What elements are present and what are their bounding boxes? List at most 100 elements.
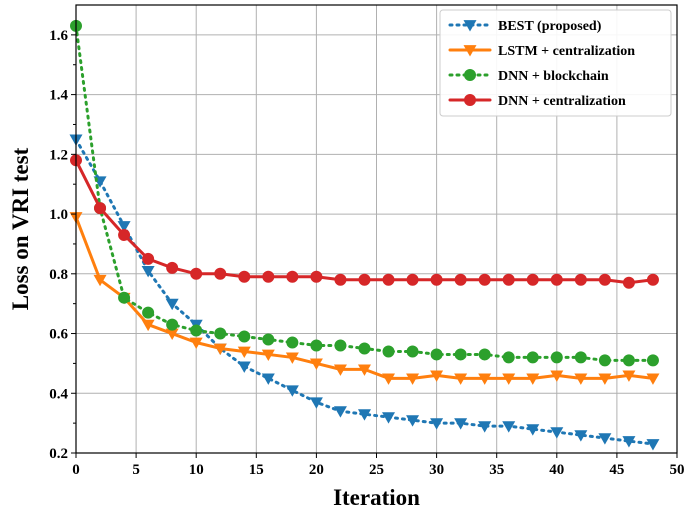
- data-point: [598, 273, 611, 286]
- data-point: [310, 339, 323, 352]
- series-line: [74, 137, 655, 446]
- data-point: [646, 373, 660, 385]
- data-point: [286, 270, 299, 283]
- x-axis-label: Iteration: [333, 485, 420, 510]
- data-point: [189, 337, 203, 349]
- data-point: [117, 221, 131, 233]
- series-line: [74, 158, 655, 285]
- data-point: [94, 202, 107, 215]
- axes: 0 5 10 15 20 25 30 35 40 45 50 0.2 0.4 0.6 0.8 1.0 1.2 1.…: [49, 28, 684, 478]
- data-point: [309, 358, 323, 370]
- data-point: [454, 373, 468, 385]
- data-point: [190, 267, 203, 280]
- x-tick-label: 35: [489, 462, 504, 478]
- data-point: [238, 330, 251, 343]
- data-point: [526, 351, 539, 364]
- data-point: [142, 252, 155, 265]
- data-point: [550, 370, 564, 382]
- data-point: [357, 364, 371, 376]
- data-point: [526, 373, 540, 385]
- data-point: [262, 333, 275, 346]
- series-layer: [69, 19, 660, 451]
- data-point: [166, 261, 179, 274]
- x-tick-label: 25: [369, 462, 384, 478]
- data-point: [333, 364, 347, 376]
- data-point: [285, 352, 299, 364]
- y-tick-label: 1.0: [49, 207, 68, 223]
- data-point: [646, 273, 659, 286]
- data-point: [382, 373, 396, 385]
- data-point: [478, 273, 491, 286]
- series-0: [69, 134, 660, 451]
- data-point: [118, 228, 131, 241]
- data-point: [166, 318, 179, 331]
- data-point: [142, 306, 155, 319]
- data-point: [430, 370, 444, 382]
- data-point: [478, 348, 491, 361]
- data-point: [646, 354, 659, 367]
- data-point: [502, 373, 516, 385]
- data-point: [478, 421, 492, 433]
- y-tick-label: 1.2: [49, 147, 68, 163]
- y-axis-label: Loss on VRI test: [8, 147, 33, 310]
- y-tick-label: 1.4: [49, 88, 68, 104]
- data-point: [261, 373, 275, 385]
- data-point: [358, 273, 371, 286]
- data-point: [646, 439, 660, 451]
- data-point: [502, 421, 516, 433]
- data-point: [262, 270, 275, 283]
- data-point: [141, 319, 155, 332]
- data-point: [213, 343, 227, 355]
- data-point: [285, 385, 299, 397]
- data-point: [406, 415, 420, 427]
- data-point: [237, 346, 251, 358]
- legend-entry: DNN + blockchain: [448, 69, 609, 84]
- data-point: [237, 361, 251, 373]
- data-point: [454, 348, 467, 361]
- data-point: [333, 406, 347, 418]
- data-point: [165, 298, 179, 311]
- data-point: [406, 345, 419, 358]
- data-point: [550, 427, 564, 439]
- data-point: [454, 418, 468, 430]
- data-point: [93, 274, 107, 287]
- data-point: [261, 349, 275, 361]
- data-point: [118, 291, 131, 304]
- data-point: [357, 409, 371, 421]
- data-point: [550, 273, 563, 286]
- x-tick-label: 30: [429, 462, 444, 478]
- data-point: [454, 273, 467, 286]
- legend-marker: [464, 69, 476, 81]
- data-point: [574, 273, 587, 286]
- data-point: [214, 267, 227, 280]
- data-point: [526, 273, 539, 286]
- data-point: [526, 424, 540, 436]
- data-point: [430, 348, 443, 361]
- data-point: [165, 328, 179, 341]
- data-point: [309, 397, 323, 409]
- y-tick-label: 0.4: [49, 386, 68, 402]
- x-tick-label: 20: [309, 462, 324, 478]
- data-point: [502, 351, 515, 364]
- x-tick-label: 10: [189, 462, 204, 478]
- legend-marker: [464, 94, 476, 106]
- x-tick-label: 15: [249, 462, 264, 478]
- data-point: [382, 412, 396, 424]
- legend: BEST (proposed) LSTM + centralization DNN …: [439, 9, 672, 117]
- legend-entry: DNN + centralization: [448, 94, 626, 109]
- data-point: [358, 342, 371, 355]
- y-tick-label: 0.6: [49, 327, 68, 343]
- y-tick-label: 1.6: [49, 28, 68, 44]
- data-point: [141, 265, 155, 278]
- series-3: [70, 154, 659, 289]
- legend-entry: LSTM + centralization: [448, 44, 635, 59]
- data-point: [286, 336, 299, 349]
- data-point: [622, 354, 635, 367]
- data-point: [622, 436, 636, 448]
- data-point: [406, 373, 420, 385]
- y-tick-label: 0.2: [49, 446, 68, 462]
- data-point: [382, 345, 395, 358]
- data-point: [310, 270, 323, 283]
- x-tick-label: 5: [132, 462, 140, 478]
